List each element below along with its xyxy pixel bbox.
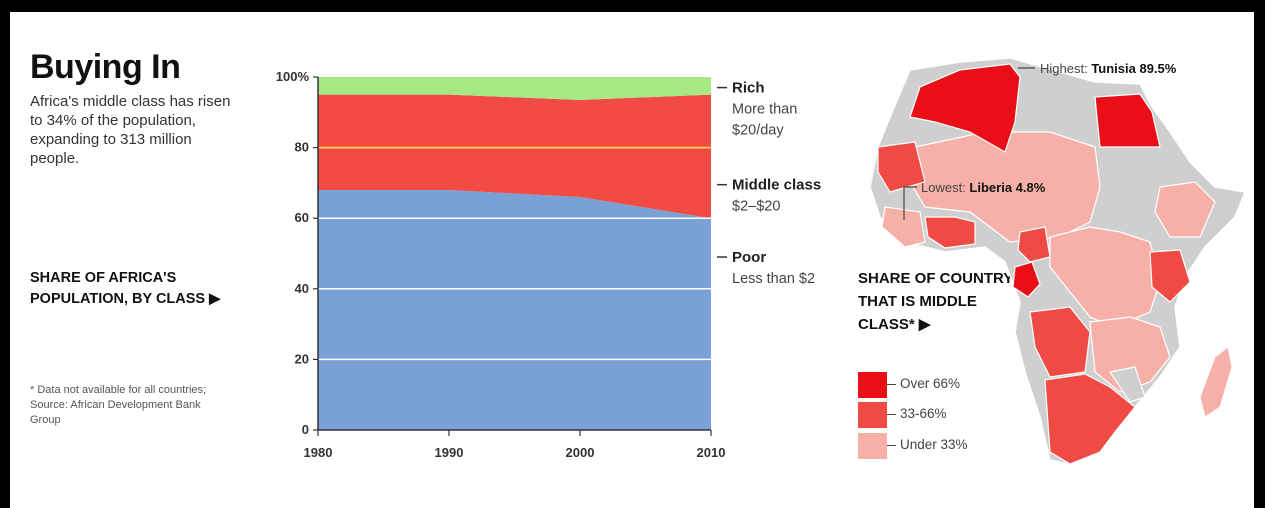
lowest-label: Lowest: Liberia 4.8% — [921, 180, 1046, 195]
map-region-under-33 — [909, 131, 1101, 243]
source-note: * Data not available for all countries; … — [30, 384, 207, 426]
y-tick-label: 20 — [295, 351, 309, 366]
legend-label: Under 33% — [900, 437, 968, 452]
legend-leader — [887, 445, 896, 446]
lowest-leader — [903, 186, 917, 220]
area-series-group — [318, 77, 711, 430]
map-region-under-33 — [1049, 226, 1161, 328]
series-label-middle-class: Middle class — [732, 177, 821, 194]
legend-label: Over 66% — [900, 376, 961, 391]
area-poor — [318, 189, 711, 430]
series-label-desc: More than — [732, 102, 797, 118]
map-region-33-66 — [924, 216, 976, 249]
map-region-33-66 — [1044, 373, 1136, 465]
x-tick-label: 1990 — [435, 445, 464, 460]
map-annotations: Highest: Tunisia 89.5% Lowest: Liberia 4… — [903, 61, 1177, 220]
map-region-under-33 — [1089, 316, 1171, 393]
series-labels: Rich More than $20/day Middle class $2–$20 Po… — [717, 80, 821, 287]
chart-heading: SHARE OF AFRICA'S POPULATION, BY CLASS ▶ — [30, 270, 221, 307]
y-tick-label: 0 — [302, 422, 309, 437]
page-title: Buying In — [30, 48, 181, 86]
area-middle-class — [318, 94, 711, 219]
axes: 0 20 40 60 80 100% 1980 1990 2000 2010 — [276, 69, 726, 460]
map-region-no-data — [1109, 366, 1146, 403]
legend-leader — [887, 414, 896, 415]
x-tick-label: 2000 — [566, 445, 595, 460]
x-tick-label: 2010 — [697, 445, 726, 460]
map-region-over-66 — [909, 63, 1021, 153]
map-region-33-66 — [1029, 306, 1091, 378]
map-region-under-33 — [1154, 181, 1216, 238]
y-tick-label: 80 — [295, 140, 309, 155]
gridlines — [318, 146, 711, 361]
map-madagascar — [1199, 346, 1233, 418]
area-rich — [318, 77, 711, 100]
x-tick-label: 1980 — [304, 445, 333, 460]
series-label-rich: Rich — [732, 80, 765, 97]
map-region-over-66 — [1094, 93, 1161, 148]
series-label-desc: Less than $2 — [732, 271, 815, 287]
subtitle: Africa's middle class has risen to 34% o… — [30, 93, 231, 167]
map-region-over-66 — [1012, 261, 1041, 298]
y-tick-label: 100% — [276, 69, 310, 84]
y-tick-label: 60 — [295, 210, 309, 225]
africa-map — [869, 57, 1247, 465]
map-region-33-66 — [1149, 249, 1191, 303]
map-region-under-33 — [881, 206, 926, 248]
highest-label: Highest: Tunisia 89.5% — [1040, 61, 1177, 76]
map-region-33-66 — [1017, 226, 1051, 263]
series-label-desc: $2–$20 — [732, 199, 780, 215]
legend-leader — [887, 384, 896, 385]
infographic-frame: Buying In Africa's middle class has rise… — [10, 12, 1254, 508]
area-chart: 0 20 40 60 80 100% 1980 1990 2000 2010 Rich More t… — [276, 57, 1247, 465]
legend-swatch — [858, 402, 887, 428]
series-label-desc: $20/day — [732, 123, 784, 139]
series-label-poor: Poor — [732, 249, 766, 266]
y-tick-label: 40 — [295, 281, 309, 296]
map-heading: SHARE OF COUNTRY THAT IS MIDDLE CLASS* ▶ — [858, 270, 1014, 333]
legend-swatch — [858, 372, 887, 398]
legend-label: 33-66% — [900, 406, 947, 421]
legend-swatch — [858, 433, 887, 459]
